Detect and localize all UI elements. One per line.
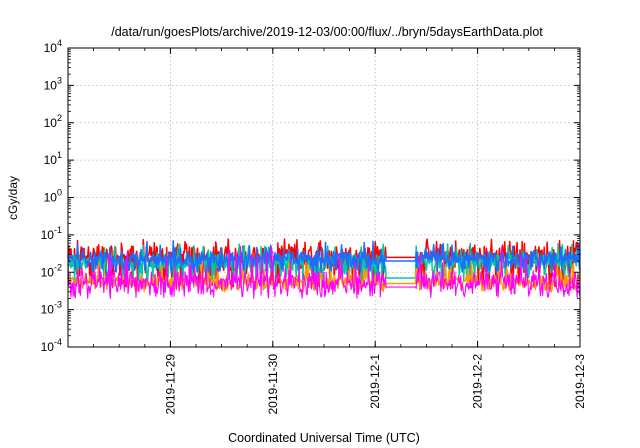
- y-tick-label: 100: [44, 188, 62, 205]
- y-tick-label: 10-1: [41, 225, 62, 242]
- x-tick-label: 2019-11-29: [163, 354, 177, 415]
- x-tick-label: 2019-12-3: [573, 354, 587, 409]
- y-tick-label: 101: [44, 150, 62, 167]
- y-tick-label: 103: [44, 75, 62, 92]
- y-tick-label: 10-4: [41, 337, 62, 354]
- x-tick-label: 2019-12-1: [368, 354, 382, 409]
- x-tick-label: 2019-11-30: [266, 354, 280, 415]
- x-axis-label: Coordinated Universal Time (UTC): [228, 431, 420, 445]
- grid-lines: [68, 48, 580, 347]
- y-tick-label: 102: [44, 113, 62, 130]
- series-line: [67, 246, 581, 299]
- x-tick-label: 2019-12-2: [471, 354, 485, 409]
- y-axis: 10-4 10-3 10-2 10-1 100 101 102 103 104: [41, 38, 580, 354]
- series-group: [67, 238, 581, 299]
- x-axis: 2019-11-29 2019-11-30 2019-12-1 2019-12-2 20…: [67, 48, 587, 415]
- y-tick-label: 104: [44, 38, 62, 55]
- y-tick-label: 10-2: [41, 262, 62, 279]
- chart-title: /data/run/goesPlots/archive/2019-12-03/0…: [111, 25, 543, 39]
- series-line: [67, 240, 581, 273]
- y-tick-label: 10-3: [41, 300, 62, 317]
- y-axis-label: cGy/day: [6, 176, 20, 220]
